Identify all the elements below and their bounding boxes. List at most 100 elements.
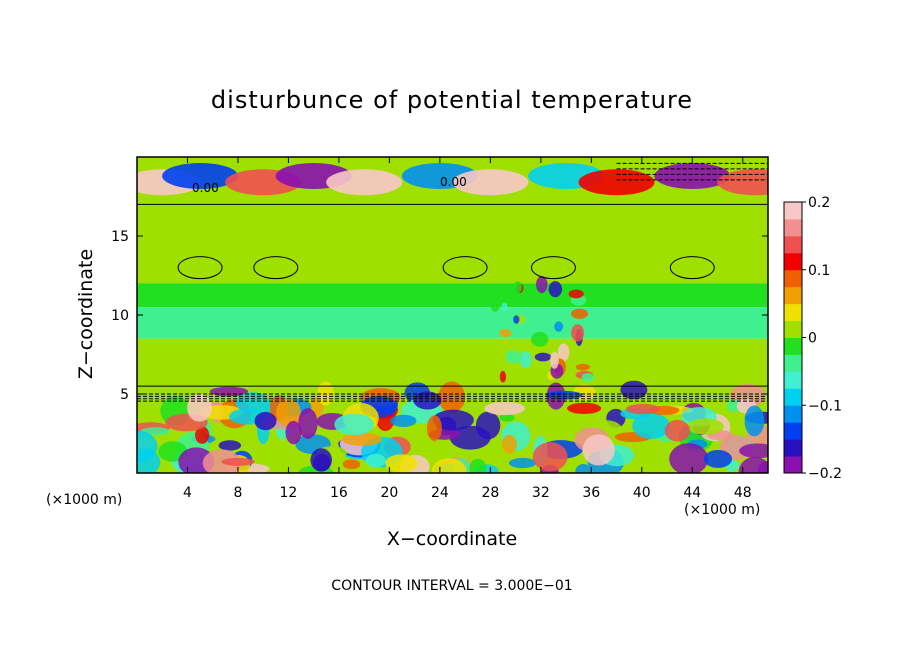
x-tick-label: 48 [734,485,752,501]
x-tick-label: 44 [683,485,701,501]
x-tick-label: 16 [330,485,348,501]
field-blob [452,169,529,196]
field-blob [499,370,507,383]
field-blob [310,448,332,472]
field-blob [334,413,374,436]
field-blob [218,440,242,451]
colorbar-swatch [784,388,802,406]
field-blob [342,459,361,470]
x-unit-label-right: (×1000 m) [684,502,761,518]
y-tick-label: 10 [111,308,129,324]
field-blob [744,405,765,437]
x-tick-label: 28 [481,485,499,501]
x-axis-label: X−coordinate [386,528,518,550]
field-blob [546,390,583,400]
colorbar-swatch [784,422,802,440]
field-blob [582,434,615,466]
field-blob [513,281,522,293]
field-blob [505,350,522,364]
colorbar-tick-label: 0 [808,331,817,347]
colorbar-swatch [784,337,802,355]
field-blob [513,315,520,324]
colorbar-tick-label: −0.2 [808,466,842,482]
field-band [137,307,768,339]
field-blob [550,351,559,369]
field-blob [532,442,568,472]
field-blob [567,402,602,414]
field-blob [738,456,768,473]
x-tick-label: 32 [532,485,550,501]
x-tick-label: 40 [633,485,651,501]
field-blob [438,381,466,413]
field-blob [726,399,742,413]
field-blob [137,430,158,463]
potential-temperature-field [137,157,768,473]
field-blob [534,352,552,362]
field-blob [209,386,249,397]
field-blob [703,449,733,468]
colorbar-tick-label: 0.2 [808,195,830,211]
x-tick-label: 4 [183,485,192,501]
field-blob [365,453,386,468]
field-blob [254,411,277,431]
field-blob [221,457,255,466]
colorbar-swatch [784,320,802,338]
colorbar-swatch [784,286,802,305]
field-blob [432,409,474,431]
field-blob [285,420,302,445]
field-band [137,338,768,387]
field-blob [499,413,515,422]
x-axis: 4 8 12 16 20 24 28 32 36 40 44 48 [183,157,752,501]
y-axis: 5 10 15 [111,229,768,403]
field-blob [298,408,318,439]
field-band [137,204,768,284]
field-blob [475,411,501,440]
field-blob [484,401,526,416]
field-blob [469,458,487,473]
field-blob [717,169,768,196]
field-blob [571,308,589,319]
contour-lines [137,162,768,402]
field-blob [195,426,210,444]
field-blob [235,392,270,414]
contour-line [253,256,299,280]
field-blob [571,324,585,342]
field-blob [531,331,549,347]
chart-title: disturbunce of potential temperature [210,86,694,114]
field-band [137,283,768,308]
field-blob [620,380,648,400]
field-blob [669,443,709,473]
field-blob [578,169,655,196]
contour-line [669,256,715,280]
field-blob [625,403,660,415]
field-blob [519,351,532,369]
x-tick-label: 24 [431,485,449,501]
field-blob [632,412,671,439]
field-blob [326,169,403,196]
field-blob [276,398,301,427]
field-blob [490,299,500,312]
field-blob [501,434,517,454]
contour-line [442,256,488,280]
field-blob [426,415,442,441]
field-blob [187,393,212,422]
colorbar-swatch [784,354,802,372]
x-tick-label: 36 [582,485,600,501]
x-tick-label: 12 [280,485,298,501]
colorbar-tick-label: 0.1 [808,263,830,279]
field-blob [568,289,584,299]
field-blob [575,463,592,473]
field-blob [536,275,548,294]
field-blob [554,321,564,332]
colorbar-swatch [784,371,802,389]
x-tick-label: 20 [380,485,398,501]
field-blob [739,443,768,459]
field-blob [385,454,418,473]
contour-line [530,256,576,280]
y-tick-label: 5 [120,387,129,403]
contour-label: 0.00 [192,181,219,195]
field-blob [508,457,537,469]
field-blob [501,302,508,312]
field-blob [557,343,570,362]
